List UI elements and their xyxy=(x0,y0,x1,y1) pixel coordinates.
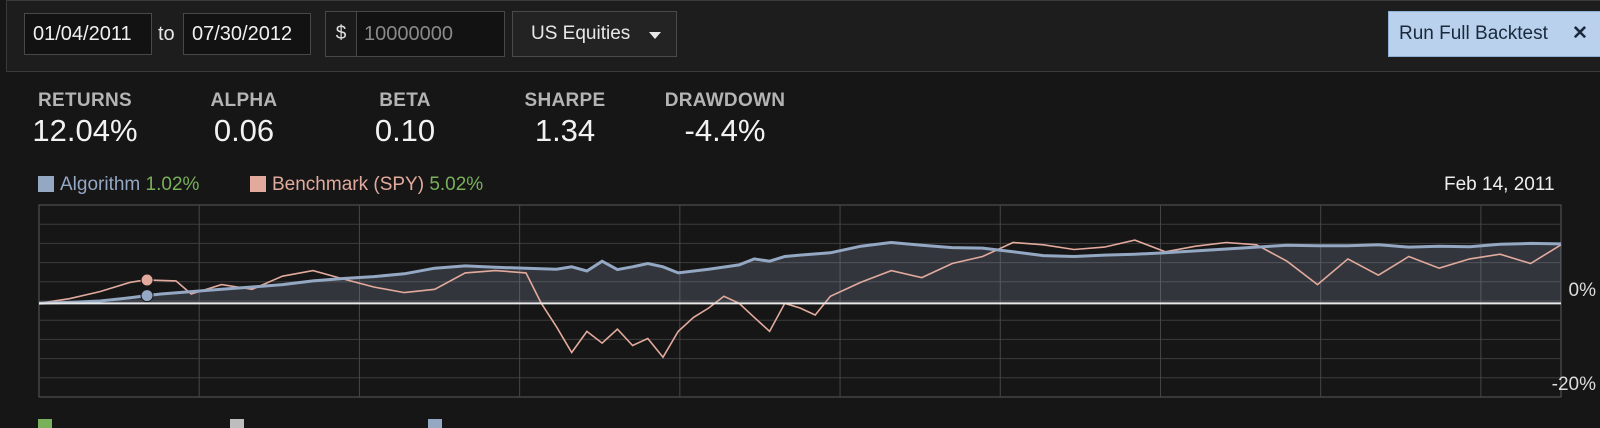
run-full-backtest-button[interactable]: Run Full Backtest ✕ xyxy=(1388,11,1600,57)
end-date-input[interactable]: 07/30/2012 xyxy=(183,13,311,55)
legend-benchmark[interactable]: Benchmark (SPY) 5.02% xyxy=(250,174,483,196)
metric-value: 0.10 xyxy=(374,113,436,148)
metric-label: ALPHA xyxy=(210,90,278,111)
legend-swatch-algorithm xyxy=(38,176,54,192)
legend-label-benchmark: Benchmark (SPY) xyxy=(272,174,425,195)
performance-chart-svg[interactable] xyxy=(38,204,1600,398)
metric-value: 0.06 xyxy=(213,113,275,148)
universe-dropdown[interactable]: US Equities xyxy=(512,11,677,57)
close-icon[interactable]: ✕ xyxy=(1572,23,1588,44)
metric-value: 1.34 xyxy=(534,113,596,148)
algorithm-series-line xyxy=(38,240,1562,305)
run-full-backtest-label: Run Full Backtest xyxy=(1399,23,1548,44)
metric-beta: BETA 0.10 xyxy=(355,90,455,149)
algorithm-area-fill xyxy=(39,242,1561,304)
hover-date-readout: Feb 14, 2011 xyxy=(1444,174,1555,195)
currency-symbol: $ xyxy=(326,12,357,56)
performance-chart[interactable]: 0% -20% xyxy=(38,204,1600,398)
chart-grid xyxy=(38,204,1562,398)
universe-dropdown-label: US Equities xyxy=(531,23,631,44)
y-axis-label-zero: 0% xyxy=(1568,280,1596,301)
metric-value: -4.4% xyxy=(684,113,766,148)
metric-label: DRAWDOWN xyxy=(664,90,786,111)
capital-field[interactable]: $ 10000000 xyxy=(325,11,505,57)
metric-label: RETURNS xyxy=(38,90,132,111)
legend-algorithm[interactable]: Algorithm 1.02% xyxy=(38,174,199,196)
metric-label: BETA xyxy=(379,90,431,111)
secondary-legend-clipped xyxy=(38,414,638,428)
benchmark-hover-point xyxy=(140,273,154,287)
legend-value-algorithm: 1.02% xyxy=(145,174,200,195)
benchmark-series-line xyxy=(38,239,1562,359)
backtest-toolbar: 01/04/2011 to 07/30/2012 $ 10000000 US E… xyxy=(6,0,1600,72)
legend-swatch-benchmark xyxy=(250,176,266,192)
metric-returns: RETURNS 12.04% xyxy=(26,90,144,149)
y-axis-label-minus-20: -20% xyxy=(1551,374,1596,395)
metric-drawdown: DRAWDOWN -4.4% xyxy=(660,90,790,149)
algorithm-hover-point xyxy=(140,289,154,303)
chevron-down-icon xyxy=(649,32,661,39)
date-range-separator: to xyxy=(158,23,175,45)
metric-alpha: ALPHA 0.06 xyxy=(194,90,294,149)
capital-input[interactable]: 10000000 xyxy=(364,23,453,45)
legend-label-algorithm: Algorithm xyxy=(60,174,141,195)
legend-value-benchmark: 5.02% xyxy=(429,174,484,195)
start-date-input[interactable]: 01/04/2011 xyxy=(24,13,152,55)
metric-value: 12.04% xyxy=(32,113,138,148)
metric-sharpe: SHARPE 1.34 xyxy=(515,90,615,149)
metric-label: SHARPE xyxy=(524,90,606,111)
